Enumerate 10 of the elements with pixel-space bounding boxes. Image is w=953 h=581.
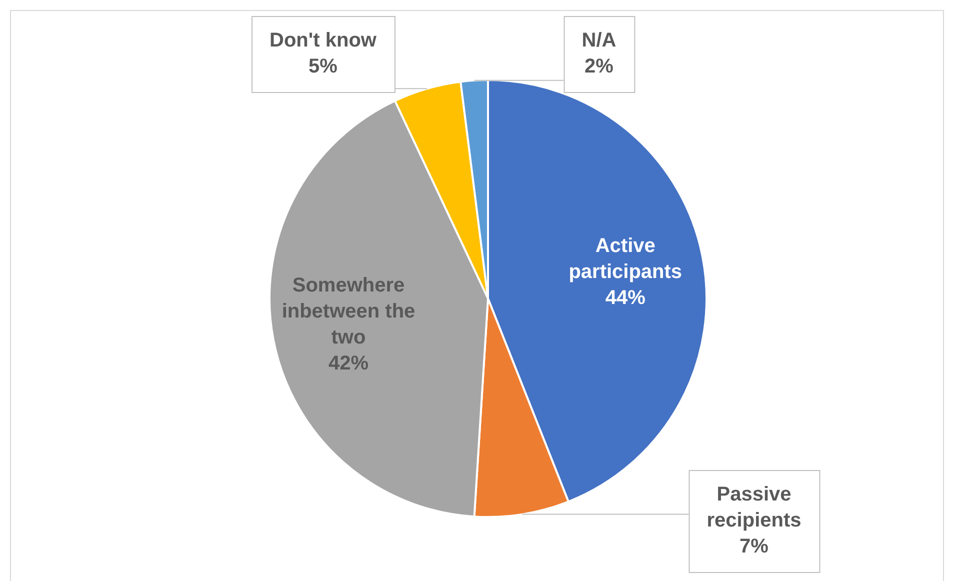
- slice-label: Passive recipients: [706, 484, 802, 532]
- data-label: 7%: [740, 536, 769, 558]
- slice-label: Don't know: [270, 30, 377, 52]
- data-label: 2%: [584, 56, 614, 78]
- data-label: 44%: [605, 286, 646, 309]
- data-label: 42%: [328, 352, 369, 375]
- slice-label: N/A: [582, 30, 616, 52]
- data-label: 5%: [308, 56, 338, 78]
- slice-label: Active participants: [568, 234, 682, 283]
- slice-label: Somewhere inbetween the two: [282, 274, 416, 349]
